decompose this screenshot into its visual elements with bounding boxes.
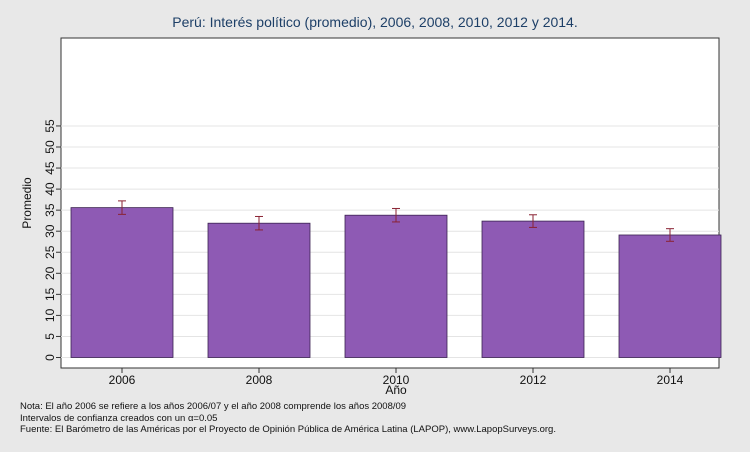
x-tick-label: 2006 xyxy=(109,373,136,387)
footnotes: Nota: El año 2006 se refiere a los años … xyxy=(20,401,556,436)
x-axis: 2006 2008 2010 2012 2014 xyxy=(109,368,684,387)
y-tick-label: 5 xyxy=(43,333,57,340)
y-tick-label: 10 xyxy=(43,308,57,322)
x-tick-label: 2010 xyxy=(383,373,410,387)
source-line: Fuente: El Barómetro de las Américas por… xyxy=(20,424,556,435)
y-axis-title: Promedio xyxy=(20,177,34,229)
y-tick-label: 45 xyxy=(43,161,57,175)
bar-2006 xyxy=(70,207,174,358)
bar-2014 xyxy=(618,234,722,358)
y-tick-label: 50 xyxy=(43,140,57,154)
y-tick-label: 40 xyxy=(43,182,57,196)
x-tick-label: 2012 xyxy=(520,373,547,387)
y-tick-label: 30 xyxy=(43,224,57,238)
bar-2012 xyxy=(481,220,585,358)
error-bars xyxy=(118,200,674,242)
x-tick-label: 2014 xyxy=(657,373,684,387)
y-axis: 0 5 10 15 20 25 30 35 40 45 50 55 xyxy=(43,119,61,361)
bar-2008 xyxy=(207,222,311,358)
x-axis-title: Año xyxy=(385,383,407,397)
note-line-2: Intervalos de confianza creados con un α… xyxy=(20,412,218,424)
y-tick-label: 55 xyxy=(43,119,57,133)
y-tick-label: 20 xyxy=(43,266,57,280)
chart-title: Perú: Interés político (promedio), 2006,… xyxy=(172,14,578,30)
bar-2010 xyxy=(344,214,448,358)
y-tick-label: 0 xyxy=(43,354,57,361)
bars xyxy=(70,207,722,358)
y-tick-label: 15 xyxy=(43,287,57,301)
note-line-1: Nota: El año 2006 se refiere a los años … xyxy=(20,401,407,412)
y-tick-label: 35 xyxy=(43,203,57,217)
x-tick-label: 2008 xyxy=(246,373,273,387)
y-tick-label: 25 xyxy=(43,245,57,259)
